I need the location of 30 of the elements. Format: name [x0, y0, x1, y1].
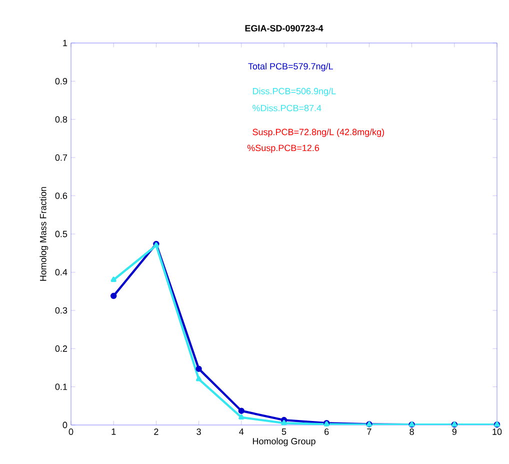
x-tick-label: 0: [68, 428, 74, 435]
x-tick-label: 8: [410, 428, 414, 435]
y-tick-label: 1: [63, 40, 68, 46]
y-axis-title: Homolog Mass Fraction: [40, 187, 48, 281]
x-tick-label: 3: [196, 428, 201, 435]
y-tick-label: 0: [62, 422, 68, 428]
x-tick-label: 2: [154, 428, 158, 435]
y-tick-label: 0.2: [55, 345, 68, 352]
y-tick-label: 0.6: [55, 192, 68, 199]
y-tick-label: 0.1: [55, 384, 68, 390]
x-tick-label: 1: [112, 428, 116, 435]
annotation: %Diss.PCB=87.4: [252, 104, 322, 112]
chart-title: EGIA-SD-090723-4: [245, 25, 324, 32]
annotation: Susp.PCB=72.8ng/L (42.8mg/kg): [252, 128, 384, 137]
annotation: Diss.PCB=506.9ng/L: [252, 88, 336, 96]
y-tick-label: 0.8: [55, 116, 68, 123]
annotation: %Susp.PCB=12.6: [247, 144, 320, 153]
y-tick-label: 0.3: [55, 307, 68, 314]
x-tick-label: 4: [239, 428, 244, 435]
y-tick-label: 0.9: [55, 78, 68, 84]
annotation: Total PCB=579.7ng/L: [248, 62, 333, 72]
x-tick-label: 5: [282, 428, 286, 435]
y-tick-label: 0.7: [55, 154, 68, 161]
x-tick-label: 10: [492, 428, 502, 435]
x-tick-label: 9: [452, 428, 456, 435]
x-axis-title: Homolog Group: [252, 438, 316, 446]
y-tick-label: 0.4: [55, 269, 68, 276]
y-tick-label: 0.5: [55, 230, 68, 238]
x-tick-label: 7: [367, 428, 372, 435]
x-tick-label: 6: [324, 428, 329, 435]
